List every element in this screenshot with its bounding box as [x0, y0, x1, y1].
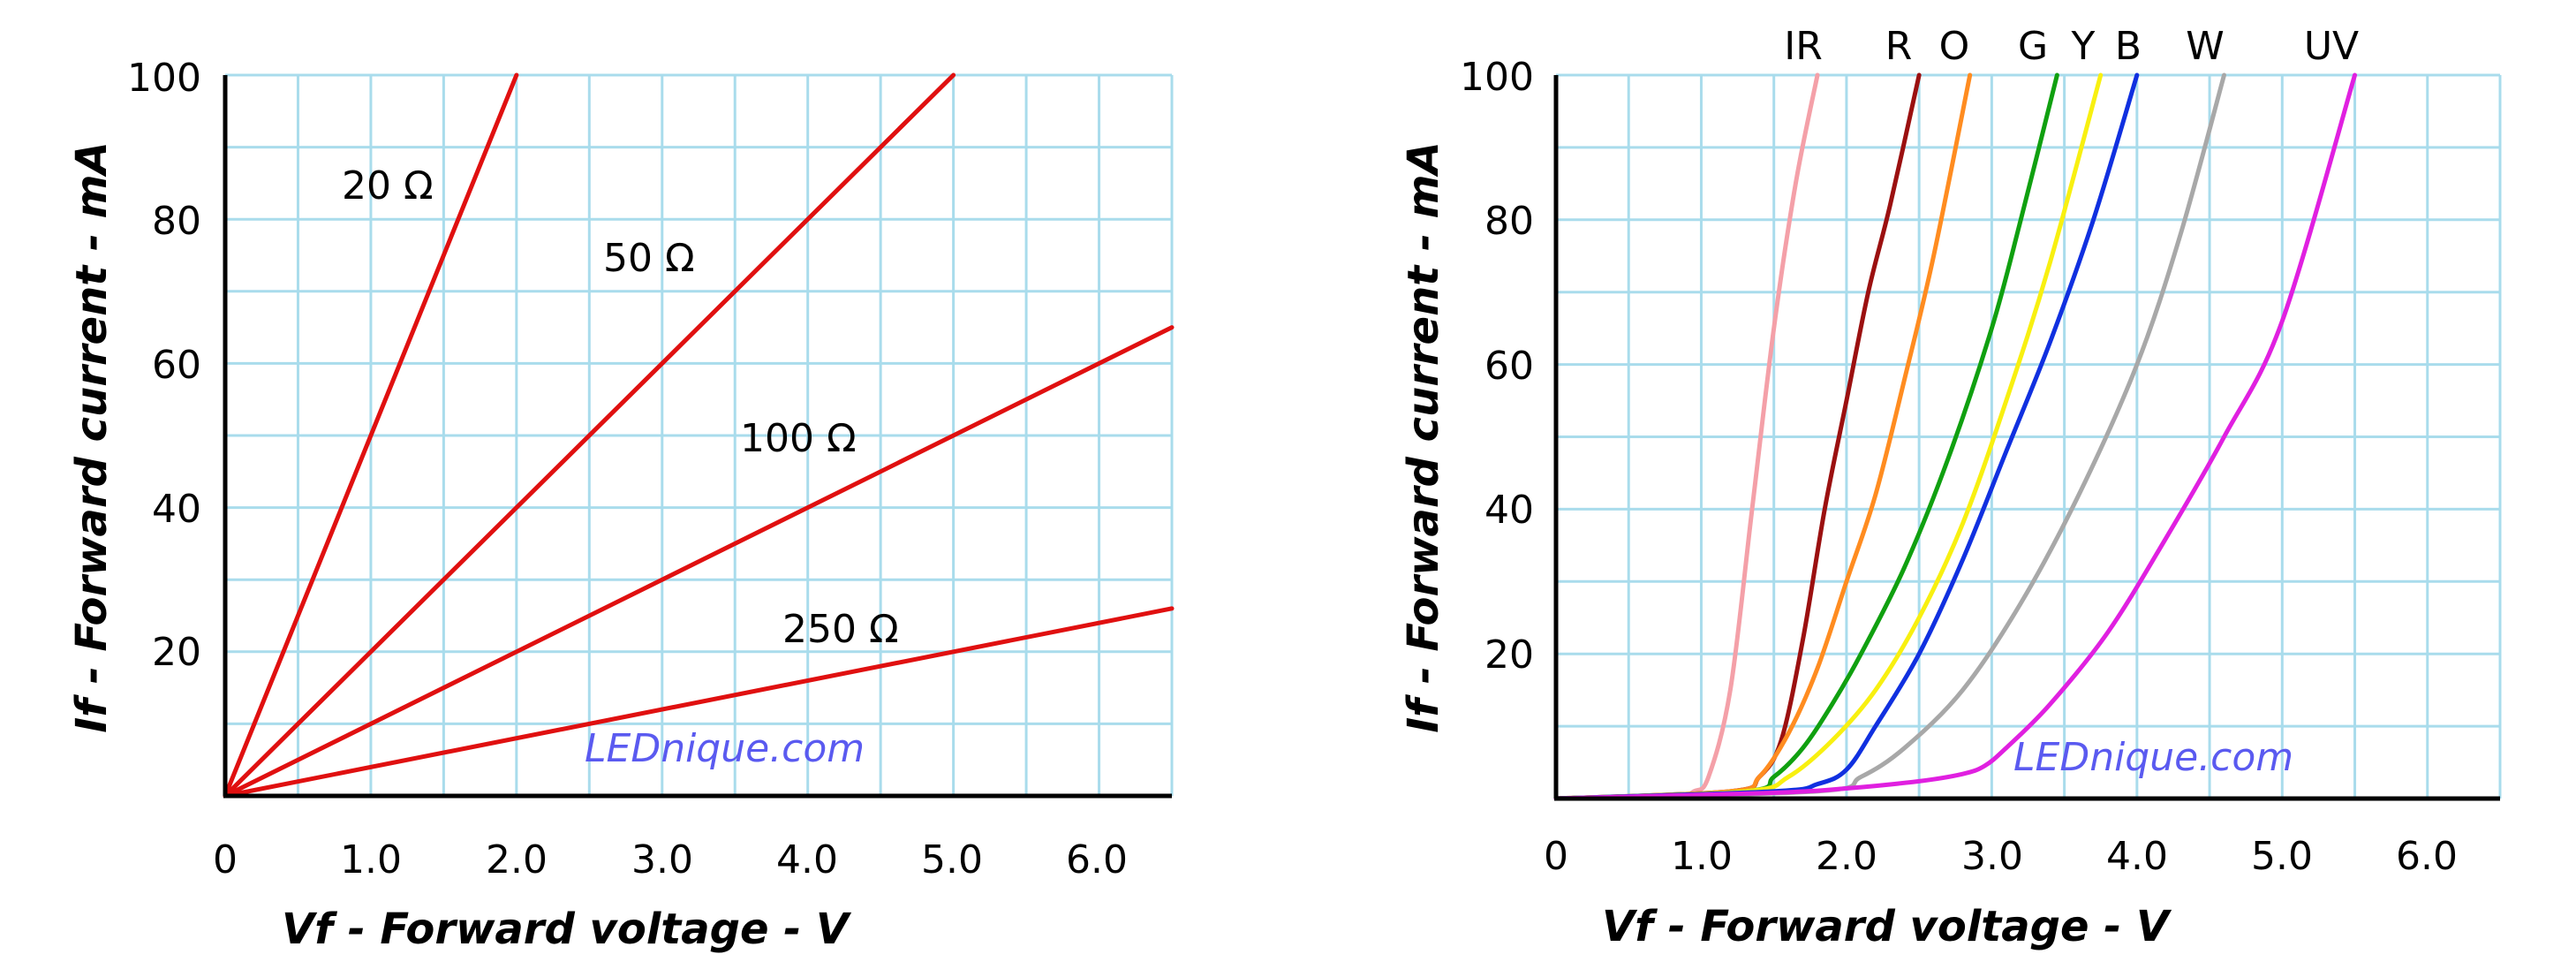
- x-tick-label: 0: [213, 837, 238, 882]
- y-tick-label: 60: [152, 343, 201, 388]
- series-line-250: [223, 606, 1175, 799]
- y-tick-label: 100: [1460, 55, 1534, 100]
- grid: [225, 73, 1174, 796]
- series-label-250-ohm: 250 Ω: [782, 607, 899, 652]
- watermark: LEDnique.com: [2013, 735, 2293, 780]
- y-axis-title: If - Forward current - mA: [1399, 141, 1448, 732]
- series-layer: [1553, 72, 2358, 801]
- series-line-50: [223, 72, 956, 799]
- series-line-100: [223, 325, 1175, 799]
- y-tick-label: 60: [1484, 344, 1534, 389]
- x-tick-label: 6.0: [2396, 834, 2458, 879]
- series-label-o: O: [1939, 24, 1970, 69]
- y-axis-title: If - Forward current - mA: [67, 141, 117, 732]
- x-axis-title: Vf - Forward voltage - V: [282, 905, 852, 954]
- y-tick-label: 40: [152, 487, 201, 532]
- series-layer: [223, 72, 1175, 799]
- y-tick-label: 80: [1484, 199, 1534, 244]
- x-tick-label: 4.0: [2106, 834, 2168, 879]
- x-tick-label: 5.0: [2251, 834, 2313, 879]
- series-label-g: G: [2018, 24, 2048, 69]
- series-label-20-ohm: 20 Ω: [342, 163, 434, 208]
- x-tick-label: 5.0: [921, 837, 983, 882]
- x-tick-label: 3.0: [1961, 834, 2023, 879]
- y-tick-label: 20: [152, 630, 201, 675]
- series-line-uv: [1553, 72, 2358, 801]
- series-line-20: [223, 72, 519, 799]
- watermark: LEDnique.com: [585, 726, 865, 771]
- y-tick-label: 20: [1484, 632, 1534, 678]
- axes: [1553, 75, 2500, 801]
- x-tick-label: 6.0: [1066, 837, 1128, 882]
- series-label-b: B: [2115, 24, 2142, 69]
- x-tick-label: 0: [1544, 834, 1568, 879]
- series-labels: IR R O G Y B W UV: [1784, 24, 2359, 69]
- chart-left: 0 1.0 2.0 3.0 4.0 5.0 6.0 20 40 60 80 10…: [67, 56, 1175, 954]
- series-line-b: [1553, 72, 2140, 801]
- x-tick-label: 2.0: [486, 837, 548, 882]
- axes: [223, 75, 1172, 799]
- x-tick-labels: 0 1.0 2.0 3.0 4.0 5.0 6.0: [213, 837, 1128, 882]
- y-tick-labels: 20 40 60 80 100: [127, 56, 201, 675]
- y-tick-label: 40: [1484, 488, 1534, 533]
- series-label-50-ohm: 50 Ω: [603, 236, 695, 281]
- series-label-uv: UV: [2304, 24, 2359, 69]
- series-label-100-ohm: 100 Ω: [740, 416, 857, 461]
- x-tick-label: 2.0: [1816, 834, 1877, 879]
- chart-right: 0 1.0 2.0 3.0 4.0 5.0 6.0 20 40 60 80 10…: [1399, 24, 2502, 951]
- x-axis-title: Vf - Forward voltage - V: [1602, 902, 2172, 951]
- series-label-r: R: [1885, 24, 1913, 69]
- series-label-ir: IR: [1784, 24, 1823, 69]
- x-tick-label: 3.0: [631, 837, 693, 882]
- y-tick-label: 100: [127, 56, 201, 101]
- x-tick-label: 1.0: [340, 837, 402, 882]
- x-tick-label: 4.0: [776, 837, 838, 882]
- series-labels: 20 Ω 50 Ω 100 Ω 250 Ω: [342, 163, 899, 652]
- x-tick-label: 1.0: [1671, 834, 1733, 879]
- y-tick-labels: 20 40 60 80 100: [1460, 55, 1534, 678]
- series-label-w: W: [2186, 24, 2225, 69]
- series-label-y: Y: [2071, 24, 2096, 69]
- series-line-y: [1553, 72, 2104, 801]
- y-tick-label: 80: [152, 199, 201, 244]
- x-tick-labels: 0 1.0 2.0 3.0 4.0 5.0 6.0: [1544, 834, 2458, 879]
